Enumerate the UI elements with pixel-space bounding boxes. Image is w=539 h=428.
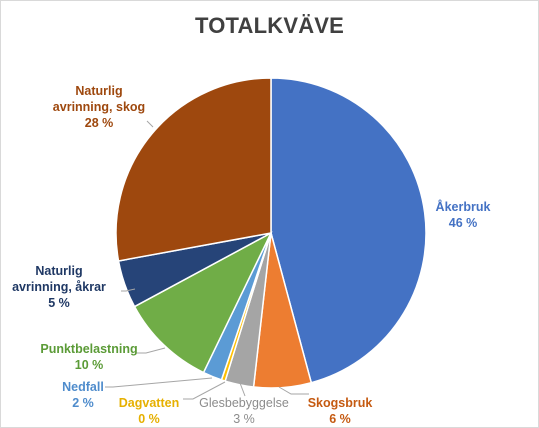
data-label-value-nedfall: 2 % [72, 396, 94, 410]
data-label-value-akerbruk: 46 % [449, 216, 478, 230]
pie-slice-naturlig-avrinning-skog [115, 77, 272, 262]
leader-line-skogsbruk [278, 386, 309, 395]
pie-slice-punktbelastning [133, 231, 273, 374]
data-label-value-naturlig-avrinning-skog: 28 % [85, 116, 114, 130]
data-label-value-glesbebyggelse: 3 % [233, 412, 255, 426]
leader-line-punktbelastning [136, 347, 166, 354]
data-label-name-punktbelastning: Punktbelastning [40, 342, 137, 356]
pie-slice-akerbruk [270, 77, 427, 384]
chart-title: TOTALKVÄVE [194, 13, 345, 38]
data-label-name-naturlig-avrinning-akrar: Naturlig [35, 264, 82, 278]
data-label-name-dagvatten: Dagvatten [119, 396, 179, 410]
data-label-value-skogsbruk: 6 % [329, 412, 351, 426]
leader-line-dagvatten [183, 381, 226, 400]
data-label-value-naturlig-avrinning-akrar: 5 % [48, 296, 70, 310]
data-label-name-nedfall: Nedfall [62, 380, 104, 394]
leader-line-nedfall [105, 377, 213, 388]
leader-line-naturlig-avrinning-skog [146, 120, 154, 128]
data-label-name-glesbebyggelse: Glesbebyggelse [199, 396, 289, 410]
data-label-name-naturlig-avrinning-skog: Naturlig [75, 84, 122, 98]
data-label-value-dagvatten: 0 % [138, 412, 160, 426]
data-label-name-skogsbruk: Skogsbruk [308, 396, 373, 410]
data-label-name-naturlig-avrinning-skog: avrinning, skog [53, 100, 145, 114]
leader-line-glesbebyggelse [239, 382, 246, 397]
data-label-value-punktbelastning: 10 % [75, 358, 104, 372]
leader-line-naturlig-avrinning-akrar [121, 288, 136, 292]
data-label-name-naturlig-avrinning-akrar: avrinning, åkrar [12, 280, 106, 294]
data-label-name-akerbruk: Åkerbruk [436, 199, 491, 214]
